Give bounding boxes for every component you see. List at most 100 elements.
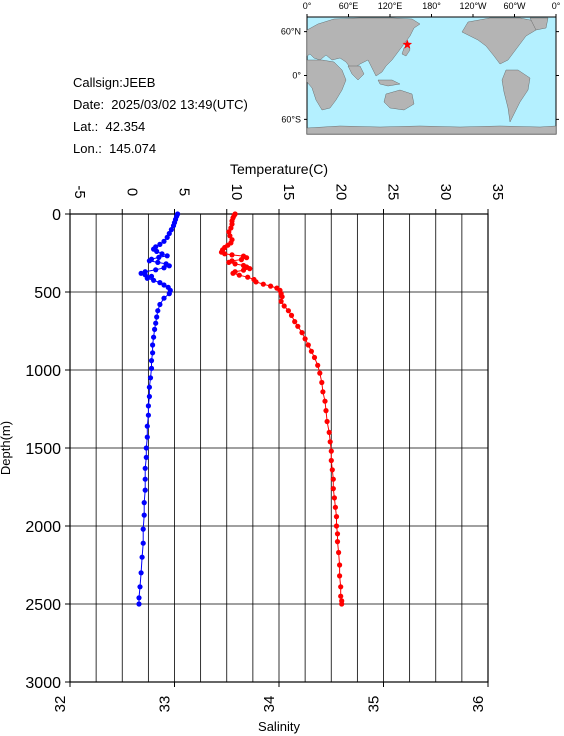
temperature-profile-line — [220, 213, 343, 604]
depth-tick-label: 2500 — [25, 597, 61, 614]
salinity-point — [153, 267, 159, 273]
north-america-land — [461, 17, 541, 65]
salinity-point — [156, 254, 162, 260]
temperature-point — [322, 398, 328, 404]
temperature-point — [238, 257, 244, 263]
indonesia-land — [377, 79, 401, 87]
salinity-point — [146, 393, 152, 400]
temperature-point — [338, 593, 344, 599]
temperature-point — [226, 259, 232, 265]
temperature-tick-label: 15 — [280, 184, 297, 201]
temperature-tick-label: 5 — [176, 188, 193, 196]
salinity-point — [159, 251, 165, 257]
temperature-point — [244, 255, 250, 261]
temperature-point — [336, 549, 342, 556]
salinity-tick-label: 34 — [261, 696, 278, 713]
salinity-point — [161, 295, 167, 301]
map-lon-label: 180° — [422, 1, 441, 11]
africa-land — [306, 59, 347, 111]
map-lon-label: 60°E — [339, 1, 359, 11]
map-lat-label: 0° — [292, 71, 301, 81]
salinity-tick-label: 33 — [157, 696, 174, 713]
temperature-point — [226, 229, 232, 235]
salinity-point — [146, 384, 152, 390]
temperature-point — [247, 266, 253, 272]
temperature-point — [281, 303, 287, 309]
temperature-point — [279, 294, 285, 300]
temperature-point — [260, 281, 266, 287]
temperature-point — [232, 261, 238, 267]
salinity-point — [151, 277, 157, 283]
temperature-point — [324, 418, 330, 425]
temperature-point — [328, 448, 334, 454]
antarctica-land — [306, 125, 557, 135]
temperature-point — [320, 389, 326, 395]
salinity-point — [148, 365, 155, 371]
greenland-land — [529, 17, 549, 31]
map-labels: 0° 60°E 120°E 180° 120°W 60°W 0° 60°N 0° 60°S — [281, 1, 561, 124]
salinity-tick-label: 35 — [366, 696, 383, 713]
temperature-point — [292, 319, 298, 325]
map-lon-label: 120°W — [459, 1, 487, 11]
salinity-point — [164, 253, 170, 259]
salinity-point — [154, 314, 160, 320]
temperature-point — [227, 233, 233, 239]
salinity-point — [144, 434, 150, 440]
temperature-point — [326, 429, 332, 435]
salinity-point — [170, 223, 177, 229]
depth-axis: 0 500 1000 1500 2000 2500 3000 — [25, 207, 70, 692]
temperature-point — [337, 562, 343, 568]
callsign-label: Callsign:JEEB — [73, 75, 156, 90]
temperature-point — [288, 312, 295, 318]
date-label: Date: 2025/03/02 13:49(UTC) — [73, 97, 248, 112]
india-land — [347, 65, 365, 81]
temperature-point — [228, 225, 234, 231]
salinity-point — [155, 259, 161, 265]
temperature-tick-label: 10 — [228, 184, 245, 201]
south-america-land — [501, 69, 531, 123]
salinity-point — [168, 227, 174, 233]
temperature-point — [236, 272, 242, 278]
salinity-point — [146, 258, 152, 264]
temperature-point — [339, 601, 345, 607]
salinity-point — [142, 487, 148, 493]
temperature-point — [222, 251, 228, 257]
salinity-point — [152, 326, 158, 332]
depth-tick-label: 2000 — [25, 519, 61, 536]
salinity-point — [161, 282, 167, 288]
temperature-point — [329, 467, 335, 473]
salinity-point — [138, 270, 144, 276]
depth-axis-title: Depth(m) — [0, 421, 13, 475]
depth-tick-label: 500 — [34, 285, 61, 302]
temperature-tick-label: 0 — [123, 188, 140, 196]
temperature-tick-label: 20 — [332, 184, 349, 201]
salinity-point — [144, 275, 150, 281]
temperature-point — [333, 514, 340, 520]
depth-tick-label: 1500 — [25, 441, 61, 458]
salinity-point — [157, 301, 163, 308]
salinity-point — [139, 554, 145, 560]
profile-chart: -5 0 5 10 15 20 25 30 35 32 33 34 35 36 0 500 1000 1500… — [0, 161, 506, 734]
longitude-label: Lon.: 145.074 — [73, 141, 157, 156]
salinity-point — [142, 465, 148, 471]
temperature-point — [278, 298, 284, 304]
temperature-point — [323, 408, 329, 414]
salinity-point — [140, 526, 146, 532]
salinity-point — [166, 263, 172, 269]
salinity-point — [145, 403, 151, 409]
temperature-point — [229, 221, 235, 227]
temperature-point — [331, 495, 337, 501]
temperature-point — [328, 457, 334, 464]
temperature-point — [268, 283, 274, 289]
temperature-point — [253, 279, 259, 285]
temperature-tick-label: 30 — [437, 184, 454, 201]
salinity-point — [145, 412, 151, 418]
temperature-point — [302, 336, 308, 342]
salinity-point — [161, 265, 167, 271]
map-ticks — [304, 14, 559, 120]
map-lat-label: 60°S — [281, 114, 301, 124]
map-lon-label: 0° — [552, 1, 561, 11]
temperature-axis-title: Temperature(C) — [230, 161, 328, 177]
salinity-point — [148, 358, 155, 364]
